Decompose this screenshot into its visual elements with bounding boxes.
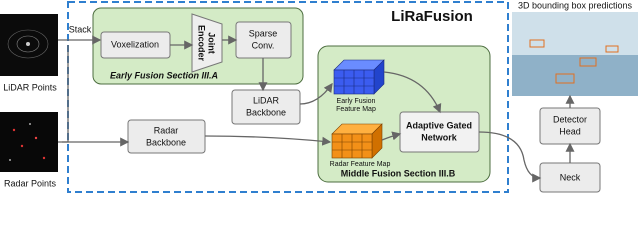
early-fusion-feature-map: [333, 59, 385, 95]
node-label: Voxelization: [111, 39, 159, 49]
node-label: Detector: [553, 114, 587, 124]
encoder-shape: [191, 13, 223, 73]
node-label: Head: [559, 126, 581, 136]
diagram: LiRaFusion LiDAR Points Radar Points Sta…: [0, 0, 638, 193]
feature-map-label: Feature Map: [336, 106, 376, 113]
node-label: Backbone: [246, 107, 286, 117]
node-label: Adaptive Gated: [406, 120, 472, 130]
node-label: Sparse: [249, 28, 278, 38]
output-image: [512, 12, 638, 96]
node-label: Joint: [207, 32, 217, 54]
title: LiRaFusion: [391, 8, 473, 25]
input-label: Radar Points: [4, 178, 57, 188]
node-label: Conv.: [252, 40, 275, 50]
section-label: Middle Fusion Section III.B: [341, 168, 456, 178]
section-label: Early Fusion Section III.A: [110, 70, 218, 80]
stack-label: Stack: [69, 24, 92, 34]
node-label: Encoder: [197, 25, 207, 62]
node-label: Neck: [560, 172, 581, 182]
feature-map-label: Radar Feature Map: [330, 161, 391, 168]
radar-image: [0, 112, 58, 172]
framework-border: [67, 1, 509, 193]
feature-map-label: Early Fusion: [337, 98, 376, 105]
node-label: Radar: [154, 125, 179, 135]
node-label: Backbone: [146, 137, 186, 147]
lidar-image: [0, 14, 58, 76]
node-label: LiDAR: [253, 95, 280, 105]
node-label: Network: [421, 132, 458, 142]
radar-feature-map: [331, 123, 383, 159]
input-label: LiDAR Points: [3, 82, 57, 92]
output-caption: 3D bounding box predictions: [518, 0, 633, 10]
arrows: [58, 35, 575, 183]
